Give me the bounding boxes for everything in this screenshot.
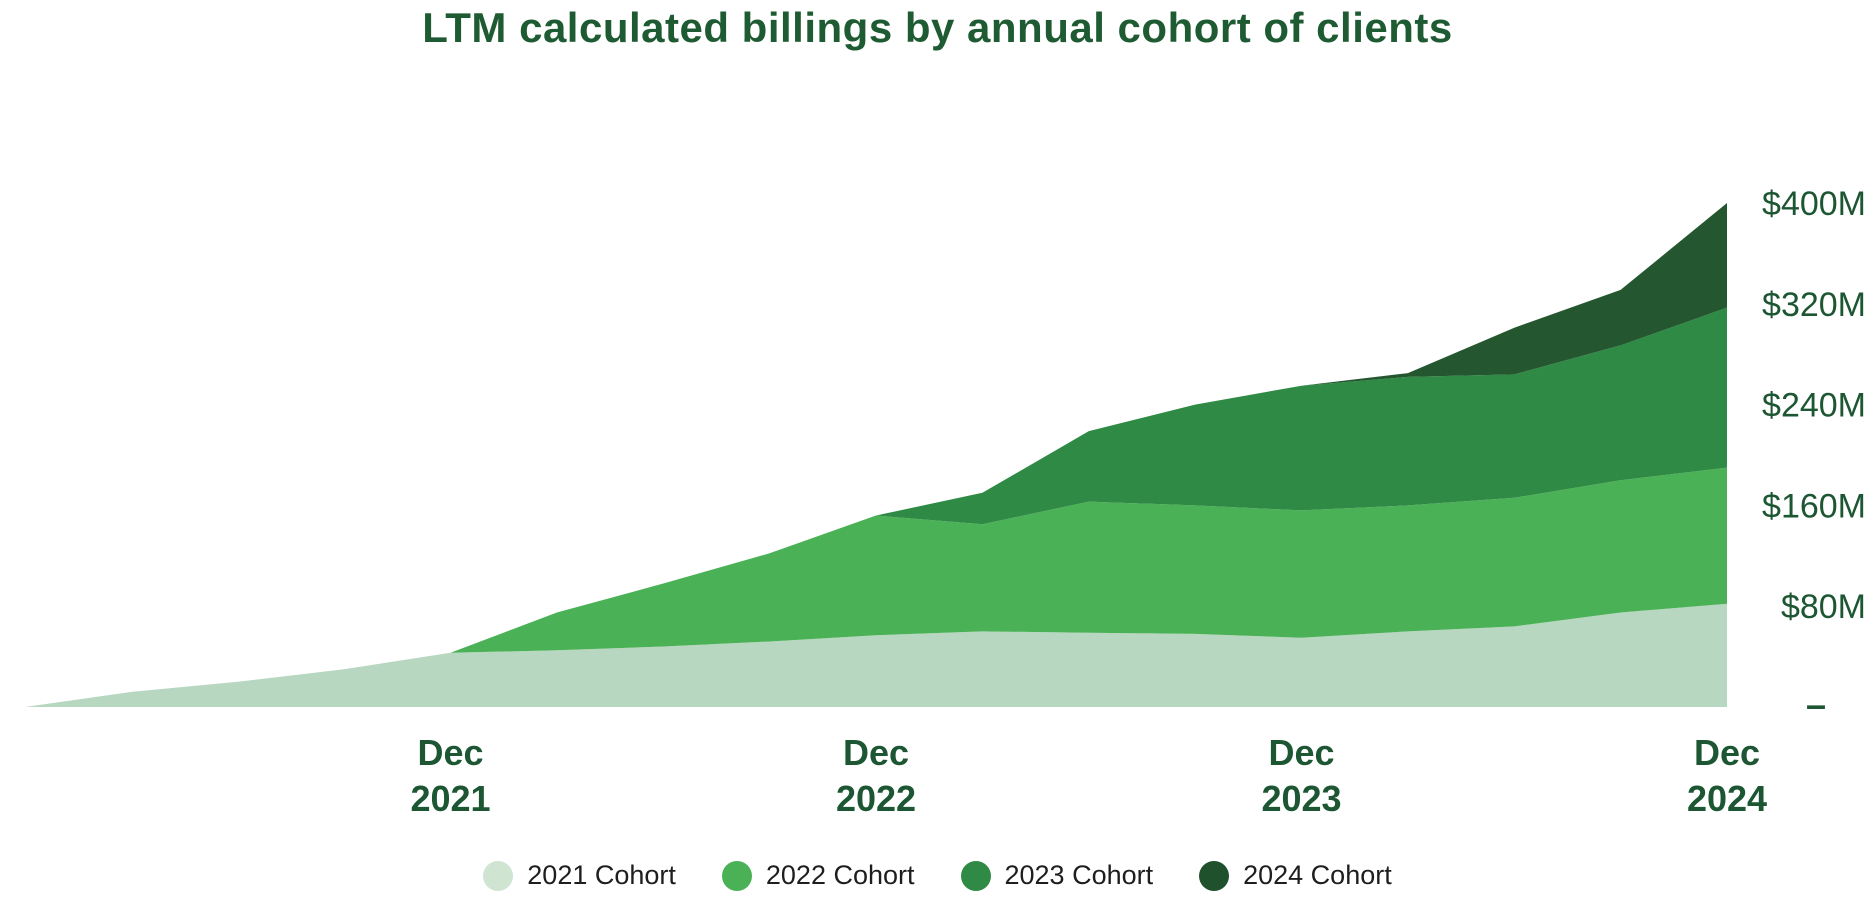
legend-swatch-icon bbox=[483, 860, 514, 891]
legend-item-2024-cohort: 2024 Cohort bbox=[1199, 860, 1392, 891]
y-axis-tick-400: $400M bbox=[1762, 185, 1866, 223]
stacked-area-chart: $400M $320M $240M $160M $80M – Dec 2021 Dec 2022 D… bbox=[25, 185, 1866, 819]
chart-legend: 2021 Cohort 2022 Cohort 2023 Cohort 2024 Co… bbox=[0, 860, 1875, 891]
legend-swatch-icon bbox=[960, 860, 991, 891]
legend-label: 2023 Cohort bbox=[1004, 860, 1154, 890]
chart-title: LTM calculated billings by annual cohort… bbox=[422, 4, 1453, 51]
x-axis-tick-dec-2022: Dec 2022 bbox=[836, 732, 916, 819]
x-axis-tick-dec-2023: Dec 2023 bbox=[1261, 732, 1341, 819]
legend-item-2023-cohort: 2023 Cohort bbox=[960, 860, 1154, 891]
legend-label: 2024 Cohort bbox=[1243, 860, 1392, 890]
area-2022-cohort bbox=[25, 467, 1727, 707]
y-axis-zero-tick: – bbox=[1806, 684, 1826, 725]
y-axis-tick-240: $240M bbox=[1762, 387, 1866, 425]
x-axis-tick-dec-2021: Dec 2021 bbox=[410, 732, 490, 819]
legend-item-2022-cohort: 2022 Cohort bbox=[721, 860, 915, 891]
legend-label: 2022 Cohort bbox=[765, 860, 915, 890]
y-axis-tick-80: $80M bbox=[1781, 588, 1866, 626]
x-axis-tick-dec-2024: Dec 2024 bbox=[1687, 732, 1767, 819]
legend-item-2021-cohort: 2021 Cohort bbox=[483, 860, 676, 891]
legend-swatch-icon bbox=[1199, 860, 1230, 891]
area-2023-cohort bbox=[25, 307, 1727, 707]
y-axis-tick-320: $320M bbox=[1762, 286, 1866, 324]
legend-swatch-icon bbox=[721, 860, 752, 891]
area-2021-cohort bbox=[25, 603, 1727, 707]
y-axis-tick-160: $160M bbox=[1762, 487, 1866, 525]
legend-label: 2021 Cohort bbox=[527, 860, 676, 890]
